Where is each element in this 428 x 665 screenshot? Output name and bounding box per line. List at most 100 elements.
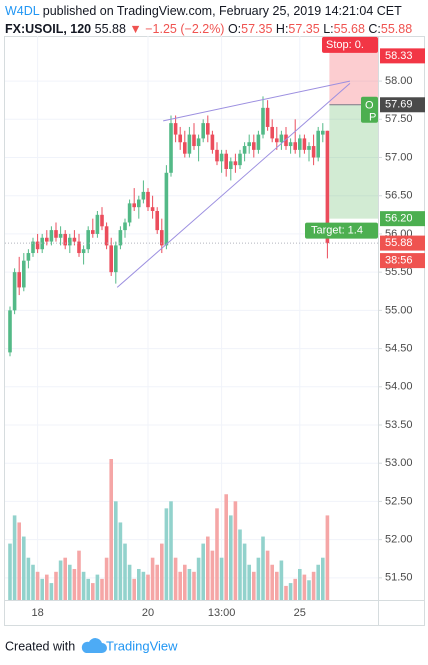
volume-bar [321,557,325,600]
candle-body [316,130,320,158]
candle-body [275,138,279,143]
candle-body [160,230,164,246]
plot [5,36,378,600]
candle-body [22,260,26,288]
volume-bar [169,501,173,600]
volume-bar [201,543,205,600]
axis-label-bg [380,211,425,227]
axis-label-bg [380,48,425,64]
candle-body [86,230,90,250]
candle-body [100,214,104,227]
x-tick-label: 18 [31,607,43,619]
volume-bar [238,529,242,600]
candle-body [311,146,316,158]
volume-bar [118,522,123,600]
volume-bar [150,557,155,600]
y-tick-label: 54.00 [385,381,413,393]
volume-bar [17,522,21,600]
volume-bar [12,515,17,600]
y-tick-label: 52.50 [385,495,413,507]
candle-body [77,241,81,254]
candle-body [95,214,100,234]
volume-bar [261,536,265,600]
candle-body [215,149,219,162]
o: 57.35 [241,22,272,36]
volume-bar [229,515,233,600]
y-tick-label: 58.00 [385,75,413,87]
volume-bar [325,515,330,600]
volume-bar [224,494,228,600]
candle-body [132,203,136,208]
candle-body [307,146,311,150]
candle-body [49,230,54,242]
candle-body [192,134,196,147]
candle-body [26,253,31,261]
candle-body [150,207,155,212]
candle-body [155,211,159,231]
axis-label-bg [380,97,425,113]
volume-bar [77,550,81,600]
volume-bar [72,568,77,600]
y-tick-label: 53.50 [385,419,413,431]
candle-body [123,222,127,231]
countdown-bg [380,253,425,269]
volume-bar [210,550,215,600]
volume-bar [114,501,118,600]
candle-body [31,241,35,254]
open-label-bg [361,96,378,123]
volume-bar [141,571,146,600]
axis-label: 57.69 [385,99,413,111]
volume-bar [40,578,44,600]
candle-body [293,142,297,150]
candle-body [91,230,95,234]
candle-body [8,310,12,353]
candle-body [54,230,58,238]
brand: TradingView [106,638,178,653]
candle-body [45,237,49,242]
y-tick-label: 57.00 [385,151,413,163]
volume-bar [35,571,40,600]
volume-bar [192,571,196,600]
volume-bar [173,557,178,600]
c-label: C: [368,22,381,36]
candle-body [247,142,251,147]
y-tick-label: 53.00 [385,457,413,469]
volume-bar [109,459,113,600]
volume-bar [293,578,297,600]
change: −1.25 (−2.2%) [145,22,224,36]
target-zone [329,104,378,219]
candle-body [201,123,205,139]
volume-bar [279,560,284,600]
axis-label: 56.20 [385,213,413,225]
countdown: 38:56 [385,255,413,267]
candle-body [302,138,307,150]
candle-body [288,142,293,147]
volume-bar [265,550,270,600]
candle-body [109,245,113,273]
candle-body [169,123,173,173]
p-label: P [369,112,376,124]
candle-body [196,138,201,147]
volume-bar [252,571,256,600]
volume-bar [63,557,67,600]
candle-body [81,249,86,254]
candle-body [12,272,17,311]
volume-bar [196,557,201,600]
candle-body [141,191,146,200]
candle-body [17,272,21,288]
volume-bar [68,564,72,600]
h: 57.35 [288,22,319,36]
candle-body [58,233,63,238]
y-tick-label: 57.50 [385,113,413,125]
candle-body [325,130,330,244]
candle-body [164,172,169,246]
candle-body [183,142,187,154]
candle-body [298,138,302,150]
x-tick-label: 13:00 [208,607,236,619]
candle-body [118,230,123,246]
candle-body [265,107,270,127]
volume-bar [137,568,141,600]
candle-body [233,161,238,166]
header-line: W4DL published on TradingView.com, Febru… [5,4,402,18]
y-tick-label: 51.50 [385,572,413,584]
